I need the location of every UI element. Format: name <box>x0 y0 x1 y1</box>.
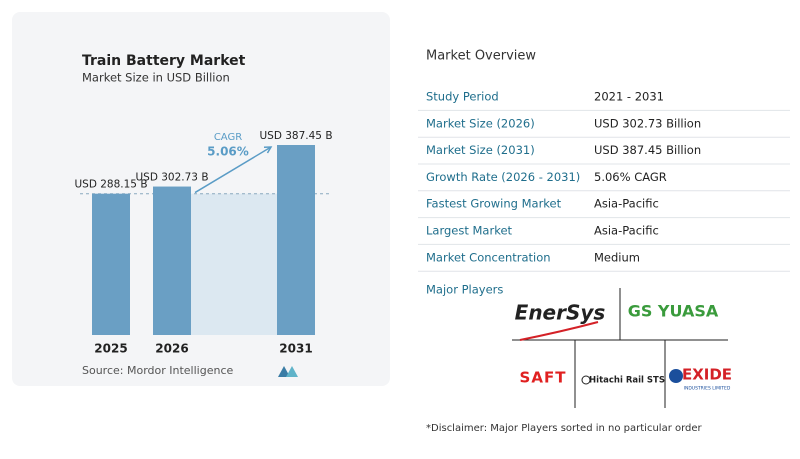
player-logo: Hitachi Rail STS <box>589 376 665 386</box>
chart-title: Train Battery Market <box>82 53 246 69</box>
bar-chart: USD 288.15 B 2025 USD 302.73 B 2026 USD 387.… <box>74 130 332 356</box>
source-logo <box>278 366 298 377</box>
cagr-arrow <box>194 146 272 194</box>
x-tick-label: 2025 <box>94 342 127 356</box>
row-value: Asia-Pacific <box>594 224 659 238</box>
row-label: Fastest Growing Market <box>426 197 562 211</box>
player-logo: GS YUASA <box>628 302 719 321</box>
player-logo: SAFT <box>520 369 567 387</box>
enersys-swoosh <box>519 321 599 341</box>
exide-icon <box>669 369 683 383</box>
row-label: Market Concentration <box>426 250 551 264</box>
row-label: Market Size (2031) <box>426 143 535 157</box>
player-logo: EnerSys <box>515 301 606 325</box>
overview-title: Market Overview <box>426 49 536 64</box>
bar <box>153 186 191 335</box>
cagr-value: 5.06% <box>207 145 249 159</box>
bar <box>92 193 130 335</box>
row-value: 2021 - 2031 <box>594 90 664 104</box>
overview-table: Study Period 2021 - 2031 Market Size (2026… <box>418 90 790 272</box>
row-value: Asia-Pacific <box>594 197 659 211</box>
value-label: USD 302.73 B <box>135 172 208 184</box>
row-label: Study Period <box>426 90 499 104</box>
x-tick-label: 2031 <box>279 342 312 356</box>
row-label: Growth Rate (2026 - 2031) <box>426 170 580 184</box>
x-tick-label: 2026 <box>155 342 188 356</box>
row-label: Largest Market <box>426 224 513 238</box>
row-value: Medium <box>594 250 640 264</box>
cagr-arrowhead <box>263 146 273 154</box>
cagr-label: CAGR <box>214 132 242 143</box>
chart-subtitle: Market Size in USD Billion <box>82 71 230 85</box>
hitachi-icon <box>581 375 591 385</box>
growth-band <box>191 193 277 335</box>
row-label: Market Size (2026) <box>426 116 535 130</box>
player-logo: EXIDE <box>682 366 732 384</box>
disclaimer: *Disclaimer: Major Players sorted in no … <box>426 423 703 434</box>
row-value: 5.06% CAGR <box>594 170 667 184</box>
value-label: USD 288.15 B <box>74 179 147 191</box>
major-players-label: Major Players <box>426 283 503 297</box>
row-value: USD 302.73 Billion <box>594 116 701 130</box>
player-logo-subtitle: INDUSTRIES LIMITED <box>684 386 731 392</box>
bar <box>277 145 315 335</box>
value-label: USD 387.45 B <box>259 130 332 142</box>
source: Source: Mordor Intelligence <box>82 364 233 377</box>
row-value: USD 387.45 Billion <box>594 143 701 157</box>
